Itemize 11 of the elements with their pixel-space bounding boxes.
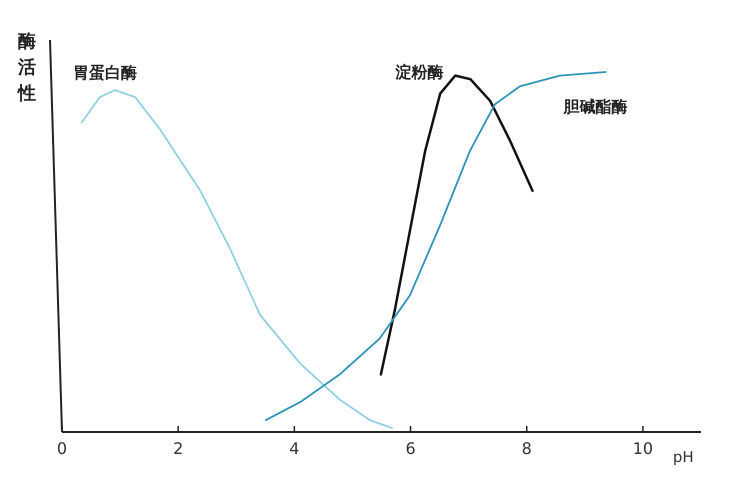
series-label: 淀粉酶 (394, 62, 444, 82)
y-axis-title: 酶活性 (17, 31, 36, 104)
series-label: 胆碱酯酶 (562, 97, 628, 116)
x-axis-title: pH (672, 448, 694, 466)
x-tick-label: 4 (289, 439, 300, 458)
x-tick-label: 0 (56, 439, 68, 458)
series-label: 胃蛋白酶 (72, 63, 137, 82)
x-tick-label: 2 (173, 439, 184, 458)
x-tick-label: 6 (405, 439, 416, 458)
x-tick-label: 10 (632, 439, 654, 458)
x-tick-label: 8 (522, 439, 532, 458)
